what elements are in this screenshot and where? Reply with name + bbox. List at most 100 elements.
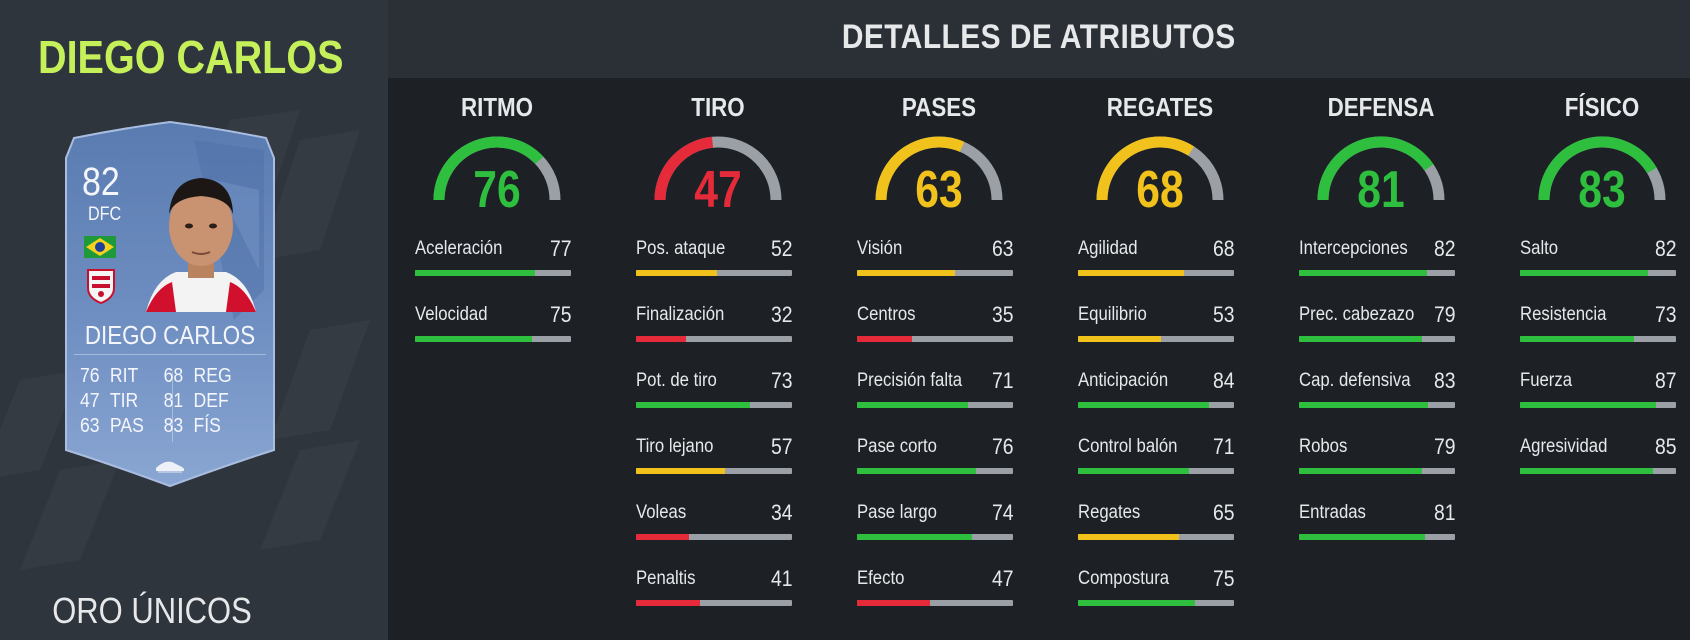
category-ritmo: RITMO 76 Aceleración 77 Velocidad 75 xyxy=(397,78,597,640)
attribute-salto: Salto 82 xyxy=(1520,236,1676,288)
attribute-label: Velocidad xyxy=(415,304,488,325)
category-title: FÍSICO xyxy=(1564,92,1640,122)
attribute-bar xyxy=(857,402,1013,408)
attribute-bar xyxy=(1078,336,1234,342)
attribute-bar-fill xyxy=(636,402,750,408)
attribute-bar-fill xyxy=(636,336,686,342)
attribute-label: Efecto xyxy=(857,568,905,589)
attribute-bar-fill xyxy=(1520,270,1648,276)
card-stat-label: REG xyxy=(193,365,232,387)
attribute-pos-ataque: Pos. ataque 52 xyxy=(636,236,792,288)
attribute-finalizacion: Finalización 32 xyxy=(636,302,792,354)
category-gauge xyxy=(1538,136,1666,201)
attribute-value: 84 xyxy=(1212,368,1234,393)
card-stat-label: FÍS xyxy=(193,415,221,437)
gauge-fill xyxy=(1096,136,1195,201)
attribute-value: 71 xyxy=(991,368,1013,393)
gauge-fill xyxy=(875,136,965,201)
attribute-precision-falta: Precisión falta 71 xyxy=(857,368,1013,420)
attribute-bar-fill xyxy=(1078,534,1180,540)
attribute-label: Tiro lejano xyxy=(636,436,714,457)
attribute-bar xyxy=(415,336,571,342)
attribute-label: Centros xyxy=(857,304,916,325)
attribute-bar xyxy=(1078,468,1234,474)
category-rating: 76 xyxy=(473,161,521,219)
category-gauge xyxy=(1096,136,1224,201)
attribute-label: Pot. de tiro xyxy=(636,370,717,391)
category-title: TIRO xyxy=(691,92,745,122)
attribute-value: 52 xyxy=(770,236,792,261)
attribute-bar-fill xyxy=(1078,270,1185,276)
attribute-value: 41 xyxy=(770,566,792,591)
attribute-penaltis: Penaltis 41 xyxy=(636,566,792,618)
card-stat-value: 68 xyxy=(163,365,184,387)
attribute-label: Cap. defensiva xyxy=(1299,370,1411,391)
attribute-value: 75 xyxy=(1212,566,1234,591)
category-rating: 68 xyxy=(1136,161,1184,219)
player-card[interactable]: 82 DFC DIEGO CARLOS 7 xyxy=(54,120,286,490)
attribute-tiro-lejano: Tiro lejano 57 xyxy=(636,434,792,486)
attribute-bar xyxy=(1520,468,1676,474)
attribute-bar-fill xyxy=(1520,402,1656,408)
card-stat-label: PAS xyxy=(109,415,144,437)
attribute-value: 68 xyxy=(1212,236,1234,261)
card-stats: 76 RIT 68 REG 47 TIR 81 DEF 63 PAS 83 FÍS xyxy=(80,364,270,439)
attribute-bar-fill xyxy=(857,600,931,606)
attribute-bar-fill xyxy=(1078,336,1161,342)
gauge-fill xyxy=(654,136,714,201)
attribute-label: Voleas xyxy=(636,502,687,523)
attribute-value: 85 xyxy=(1654,434,1676,459)
card-stat-label: TIR xyxy=(109,390,139,412)
attribute-value: 83 xyxy=(1433,368,1455,393)
attribute-value: 34 xyxy=(770,500,792,525)
attribute-entradas: Entradas 81 xyxy=(1299,500,1455,552)
attribute-value: 77 xyxy=(549,236,571,261)
card-stat-label: RIT xyxy=(109,365,139,387)
card-stat-value: 83 xyxy=(163,415,184,437)
attribute-label: Pase corto xyxy=(857,436,937,457)
attribute-bar-fill xyxy=(1299,468,1423,474)
attribute-control-balon: Control balón 71 xyxy=(1078,434,1234,486)
attribute-bar-fill xyxy=(1078,600,1195,606)
attribute-label: Compostura xyxy=(1078,568,1170,589)
attribute-value: 32 xyxy=(770,302,792,327)
card-stat-row: 76 RIT 68 REG xyxy=(80,364,247,389)
attribute-value: 82 xyxy=(1433,236,1455,261)
attribute-vision: Visión 63 xyxy=(857,236,1013,288)
attribute-resistencia: Resistencia 73 xyxy=(1520,302,1676,354)
attribute-efecto: Efecto 47 xyxy=(857,566,1013,618)
attribute-prec-cabezazo: Prec. cabezazo 79 xyxy=(1299,302,1455,354)
attribute-bar xyxy=(1078,534,1234,540)
attribute-pase-corto: Pase corto 76 xyxy=(857,434,1013,486)
sevilla-crest-icon xyxy=(87,269,115,304)
attribute-label: Fuerza xyxy=(1520,370,1573,391)
attribute-bar-fill xyxy=(636,600,700,606)
category-rating: 83 xyxy=(1578,161,1626,219)
category-gauge xyxy=(654,136,782,201)
attribute-bar xyxy=(636,600,792,606)
attribute-bar-fill xyxy=(857,534,973,540)
attribute-bar-fill xyxy=(1299,336,1423,342)
attribute-value: 74 xyxy=(991,500,1013,525)
attribute-value: 82 xyxy=(1654,236,1676,261)
category-defensa: DEFENSA 81 Intercepciones 82 Prec. cabezazo 7… xyxy=(1281,78,1481,640)
card-stat-value: 76 xyxy=(80,365,100,387)
attribute-label: Agresividad xyxy=(1520,436,1608,457)
category-rating: 47 xyxy=(694,161,742,219)
attribute-value: 75 xyxy=(549,302,571,327)
attribute-value: 73 xyxy=(770,368,792,393)
attribute-bar-fill xyxy=(415,270,536,276)
attribute-bar xyxy=(415,270,571,276)
attribute-pot-de-tiro: Pot. de tiro 73 xyxy=(636,368,792,420)
attribute-bar xyxy=(1520,402,1676,408)
attribute-value: 73 xyxy=(1654,302,1676,327)
player-photo xyxy=(146,178,256,312)
attribute-bar-fill xyxy=(636,534,690,540)
card-stats-divider xyxy=(172,372,173,442)
attribute-bar-fill xyxy=(857,270,956,276)
attribute-regates: Regates 65 xyxy=(1078,500,1234,552)
attribute-bar-fill xyxy=(1078,402,1210,408)
attribute-bar-fill xyxy=(1078,468,1189,474)
attribute-value: 65 xyxy=(1212,500,1234,525)
attribute-compostura: Compostura 75 xyxy=(1078,566,1234,618)
